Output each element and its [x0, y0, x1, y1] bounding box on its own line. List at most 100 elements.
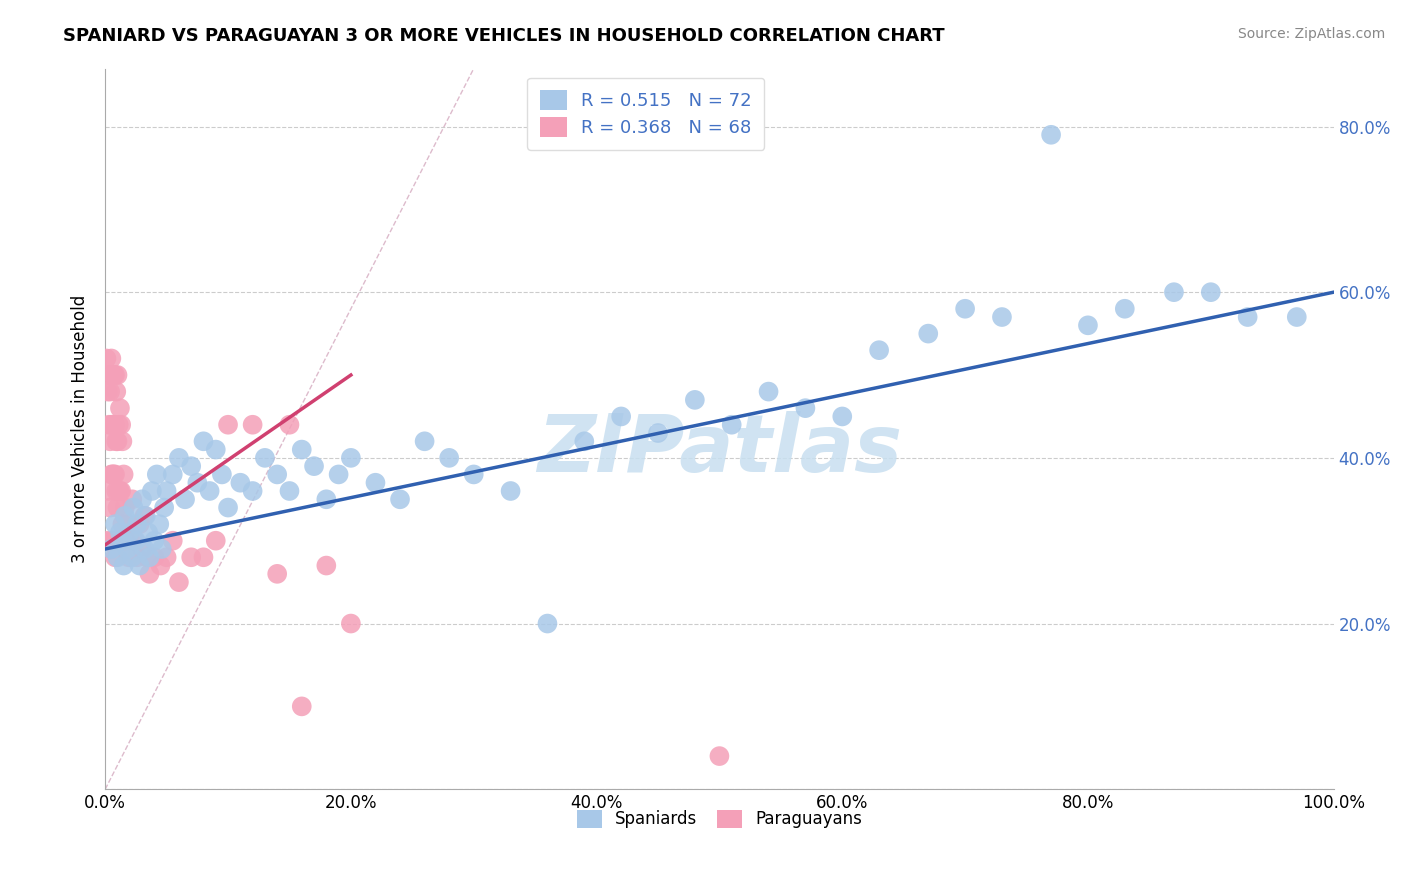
Point	[278, 417, 301, 432]
Point	[340, 450, 363, 465]
Point	[121, 492, 143, 507]
Point	[266, 467, 288, 482]
Point	[315, 492, 337, 507]
Point	[174, 492, 197, 507]
Point	[134, 508, 156, 523]
Point	[107, 368, 129, 382]
Point	[138, 566, 160, 581]
Text: ZIPatlas: ZIPatlas	[537, 411, 901, 490]
Point	[156, 483, 179, 498]
Text: SPANIARD VS PARAGUAYAN 3 OR MORE VEHICLES IN HOUSEHOLD CORRELATION CHART: SPANIARD VS PARAGUAYAN 3 OR MORE VEHICLE…	[63, 27, 945, 45]
Point	[253, 450, 276, 465]
Point	[1285, 310, 1308, 324]
Point	[111, 434, 134, 449]
Point	[1077, 318, 1099, 333]
Point	[103, 417, 125, 432]
Point	[101, 467, 124, 482]
Point	[110, 483, 132, 498]
Point	[1236, 310, 1258, 324]
Point	[217, 417, 239, 432]
Text: Source: ZipAtlas.com: Source: ZipAtlas.com	[1237, 27, 1385, 41]
Point	[128, 558, 150, 573]
Point	[211, 467, 233, 482]
Point	[315, 558, 337, 573]
Point	[107, 550, 129, 565]
Point	[100, 417, 122, 432]
Point	[229, 475, 252, 490]
Point	[574, 434, 596, 449]
Point	[463, 467, 485, 482]
Point	[105, 434, 128, 449]
Point	[1040, 128, 1063, 142]
Point	[291, 442, 314, 457]
Point	[242, 417, 264, 432]
Point	[143, 550, 166, 565]
Point	[117, 517, 139, 532]
Point	[112, 467, 135, 482]
Point	[136, 550, 159, 565]
Point	[149, 558, 172, 573]
Point	[198, 483, 221, 498]
Point	[156, 550, 179, 565]
Point	[108, 401, 131, 416]
Point	[107, 434, 129, 449]
Point	[709, 749, 731, 764]
Point	[162, 467, 184, 482]
Point	[217, 500, 239, 515]
Point	[143, 533, 166, 548]
Point	[647, 425, 669, 440]
Point	[328, 467, 350, 482]
Point	[98, 384, 121, 399]
Point	[101, 368, 124, 382]
Point	[278, 483, 301, 498]
Point	[97, 533, 120, 548]
Point	[107, 500, 129, 515]
Point	[103, 368, 125, 382]
Point	[118, 525, 141, 540]
Point	[266, 566, 288, 581]
Point	[991, 310, 1014, 324]
Point	[122, 500, 145, 515]
Point	[153, 500, 176, 515]
Point	[114, 500, 136, 515]
Point	[135, 508, 157, 523]
Point	[125, 533, 148, 548]
Point	[794, 401, 817, 416]
Point	[101, 417, 124, 432]
Point	[1114, 301, 1136, 316]
Point	[97, 368, 120, 382]
Point	[105, 384, 128, 399]
Y-axis label: 3 or more Vehicles in Household: 3 or more Vehicles in Household	[72, 294, 89, 563]
Point	[104, 368, 127, 382]
Point	[115, 533, 138, 548]
Point	[108, 525, 131, 540]
Point	[917, 326, 939, 341]
Point	[186, 475, 208, 490]
Point	[413, 434, 436, 449]
Point	[121, 550, 143, 565]
Point	[138, 550, 160, 565]
Point	[150, 541, 173, 556]
Point	[104, 517, 127, 532]
Point	[107, 417, 129, 432]
Point	[148, 517, 170, 532]
Point	[97, 384, 120, 399]
Point	[1163, 285, 1185, 300]
Point	[242, 483, 264, 498]
Point	[167, 575, 190, 590]
Point	[111, 517, 134, 532]
Point	[136, 525, 159, 540]
Point	[104, 467, 127, 482]
Point	[953, 301, 976, 316]
Point	[131, 492, 153, 507]
Legend: Spaniards, Paraguayans: Spaniards, Paraguayans	[569, 803, 869, 835]
Point	[1199, 285, 1222, 300]
Point	[162, 533, 184, 548]
Point	[758, 384, 780, 399]
Point	[111, 533, 134, 548]
Point	[97, 417, 120, 432]
Point	[134, 541, 156, 556]
Point	[124, 533, 146, 548]
Point	[340, 616, 363, 631]
Point	[180, 550, 202, 565]
